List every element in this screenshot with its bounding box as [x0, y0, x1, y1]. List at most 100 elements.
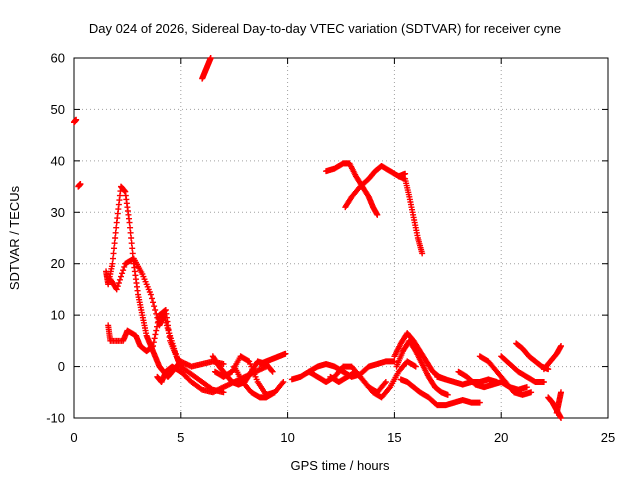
data-point	[112, 229, 119, 236]
data-point	[523, 384, 530, 391]
data-point	[109, 255, 116, 262]
series-arc-15	[323, 160, 381, 218]
x-tick-label: 10	[280, 430, 294, 445]
data-point	[558, 415, 565, 421]
data-point	[111, 245, 118, 252]
data-point	[151, 303, 158, 310]
x-tick-label: 15	[387, 430, 401, 445]
data-point	[154, 323, 161, 330]
series-arc-24	[498, 353, 547, 385]
data-point	[220, 361, 227, 367]
data-point	[540, 379, 547, 385]
data-point	[113, 286, 120, 293]
data-point	[120, 267, 127, 274]
data-point	[476, 399, 483, 406]
data-point	[152, 331, 159, 338]
data-point	[117, 273, 124, 280]
data-point	[269, 368, 276, 375]
x-tick-label: 25	[601, 430, 615, 445]
data-point	[412, 363, 419, 370]
data-point	[419, 250, 426, 257]
data-point	[402, 170, 409, 177]
y-tick-label: 50	[51, 102, 65, 117]
series-arc-26	[540, 343, 565, 373]
series-arc-1	[71, 116, 80, 126]
series-arc-20	[397, 376, 483, 409]
series-arc-11	[256, 350, 289, 367]
data-point	[282, 350, 289, 357]
data-point	[152, 307, 159, 313]
data-point	[558, 343, 565, 349]
y-tick-label: 20	[51, 256, 65, 271]
y-tick-label: -10	[46, 411, 65, 426]
data-point	[374, 211, 381, 218]
data-point	[121, 263, 128, 270]
series-arc-5	[105, 307, 184, 370]
data-point	[207, 55, 214, 61]
data-point	[148, 295, 155, 302]
data-point	[113, 224, 120, 231]
data-point	[153, 327, 160, 334]
series-arc-3	[103, 183, 227, 380]
plot-frame	[73, 57, 609, 419]
series-arc-17	[395, 173, 426, 257]
data-point	[114, 283, 121, 290]
x-tick-label: 20	[494, 430, 508, 445]
data-point	[127, 229, 134, 236]
data-point	[110, 250, 117, 257]
data-point	[280, 379, 287, 385]
y-axis-label: SDTVAR / TECUs	[7, 185, 22, 290]
data-point	[73, 116, 80, 123]
y-tick-label: 30	[51, 205, 65, 220]
data-point	[386, 385, 393, 392]
data-point	[558, 389, 565, 396]
data-point	[147, 291, 154, 298]
series-arc-14	[327, 358, 419, 401]
series-arc-19	[393, 337, 451, 398]
data-point	[177, 363, 184, 370]
data-point	[444, 391, 451, 398]
grid	[74, 58, 608, 418]
y-tick-label: 60	[51, 51, 65, 66]
series-arc-2	[75, 181, 84, 190]
data-point	[128, 240, 135, 247]
series-arc-28	[553, 389, 565, 416]
data-point	[381, 380, 388, 387]
data-point	[155, 316, 162, 322]
series-arc-10	[231, 363, 287, 401]
data-point	[77, 181, 84, 187]
data-point	[150, 299, 157, 306]
data-point	[129, 250, 136, 257]
data-point	[268, 367, 275, 374]
data-point	[279, 380, 286, 387]
data-point	[112, 235, 119, 241]
data-point	[111, 240, 118, 247]
data-point	[128, 235, 135, 241]
series-arc-7	[199, 55, 214, 82]
data-point	[151, 335, 158, 342]
x-axis-label: GPS time / hours	[291, 458, 390, 473]
data-point	[109, 260, 116, 267]
series-arc-23	[476, 353, 535, 398]
chart-title: Day 024 of 2026, Sidereal Day-to-day VTE…	[89, 21, 561, 36]
data-point	[115, 280, 122, 286]
data-point	[150, 339, 157, 346]
data-points	[71, 55, 565, 421]
data-point	[382, 379, 389, 385]
data-point	[154, 319, 161, 326]
data-point	[129, 245, 136, 252]
x-tick-label: 0	[70, 430, 77, 445]
y-tick-label: 0	[58, 359, 65, 374]
data-point	[116, 276, 123, 283]
axis-ticks: 0 5 10 15 20 25 -10 0 10 20 30 40 50 60	[46, 51, 615, 446]
data-point	[528, 389, 535, 396]
data-point	[150, 343, 157, 349]
y-tick-label: 40	[51, 153, 65, 168]
data-point	[119, 270, 126, 277]
data-point	[220, 389, 227, 396]
data-point	[127, 224, 134, 231]
y-tick-label: 10	[51, 308, 65, 323]
data-point	[126, 219, 133, 226]
x-tick-label: 5	[177, 430, 184, 445]
